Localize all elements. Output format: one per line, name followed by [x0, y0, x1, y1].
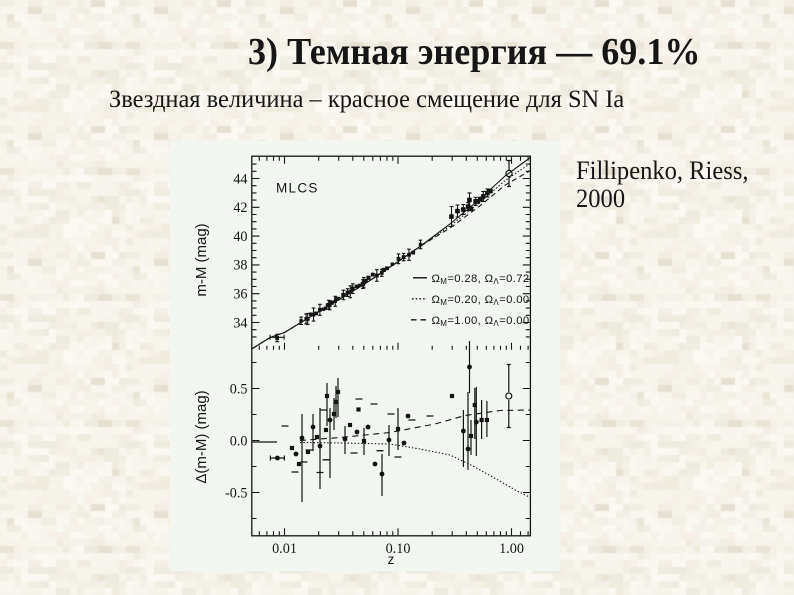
svg-text:MLCS: MLCS — [276, 181, 319, 196]
svg-text:34: 34 — [233, 315, 247, 331]
svg-text:40: 40 — [233, 229, 247, 245]
svg-text:36: 36 — [233, 287, 247, 303]
svg-text:Δ(m-M) (mag): Δ(m-M) (mag) — [193, 390, 210, 483]
svg-text:ΩM=0.20, ΩΛ=0.00: ΩM=0.20, ΩΛ=0.00 — [432, 294, 530, 307]
svg-text:38: 38 — [233, 258, 247, 274]
svg-text:ΩM=1.00, ΩΛ=0.00: ΩM=1.00, ΩΛ=0.00 — [432, 315, 530, 328]
svg-text:0.0: 0.0 — [230, 433, 248, 449]
svg-text:44: 44 — [233, 171, 247, 187]
svg-text:42: 42 — [233, 200, 247, 216]
svg-text:ΩM=0.28, ΩΛ=0.72: ΩM=0.28, ΩΛ=0.72 — [432, 273, 530, 286]
svg-text:-0.5: -0.5 — [225, 485, 247, 501]
svg-text:m-M (mag): m-M (mag) — [193, 223, 210, 296]
svg-text:0.01: 0.01 — [272, 541, 297, 557]
svg-text:0.5: 0.5 — [230, 381, 248, 397]
svg-text:0.10: 0.10 — [386, 541, 411, 557]
svg-text:1.00: 1.00 — [499, 541, 524, 557]
svg-text:z: z — [388, 552, 395, 567]
